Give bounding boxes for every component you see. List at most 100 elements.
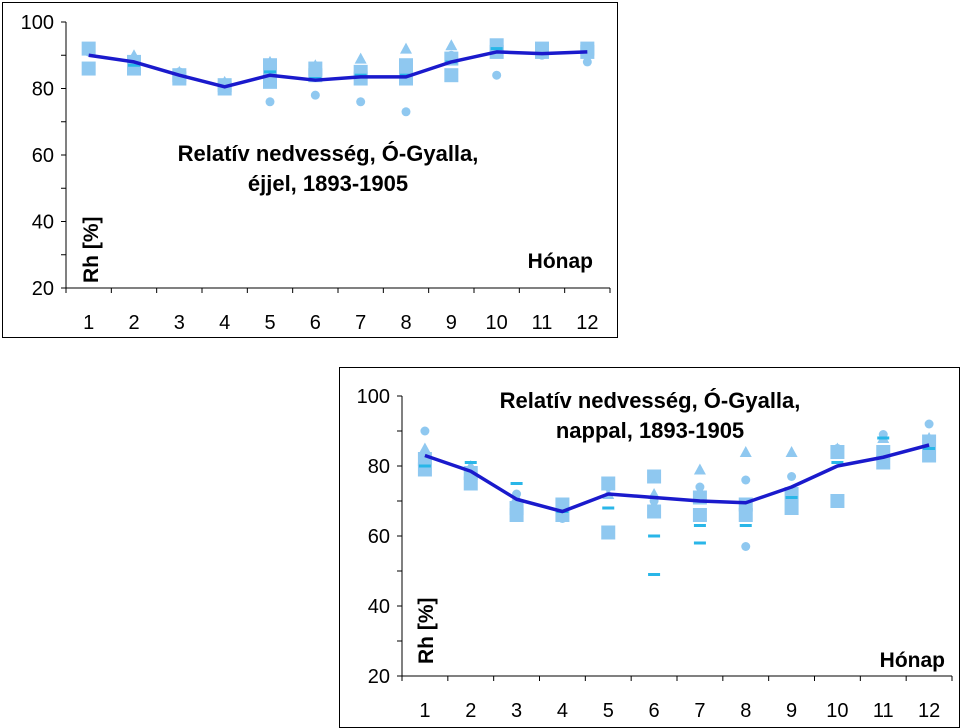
day-triangle-marker [556, 498, 569, 510]
night-x-tick-label: 12 [576, 312, 598, 334]
night-square-marker [263, 74, 277, 89]
day-square-marker [738, 508, 753, 522]
day-y-tick-label: 60 [368, 526, 390, 548]
day-title-line: nappal, 1893-1905 [556, 418, 744, 443]
day-square-marker [692, 508, 707, 522]
day-circle-marker [741, 475, 751, 485]
night-square-marker [81, 61, 96, 76]
day-y-axis-label: Rh [%] [415, 598, 438, 665]
day-y-tick-label: 20 [368, 666, 390, 688]
night-x-tick-label: 6 [310, 312, 321, 334]
day-circle-marker [420, 426, 430, 436]
day-square-marker [784, 501, 799, 515]
night-triangle-marker [128, 49, 140, 61]
night-circle-marker [401, 107, 411, 117]
day-dash-marker [923, 447, 936, 450]
night-y-tick-label: 80 [32, 79, 54, 101]
night-x-tick-label: 5 [264, 312, 275, 334]
day-y-tick-label: 40 [368, 596, 390, 618]
day-x-tick-label: 1 [419, 700, 430, 722]
night-x-tick-label: 4 [219, 312, 230, 334]
night-triangle-marker [445, 39, 458, 51]
night-dash-marker [128, 63, 140, 67]
day-x-tick-label: 7 [694, 700, 705, 722]
day-triangle-marker [923, 432, 936, 443]
night-triangle-marker [354, 52, 367, 64]
night-x-tick-label: 1 [83, 312, 94, 334]
day-x-tick-label: 12 [918, 700, 940, 722]
day-dash-marker [510, 482, 523, 485]
day-dash-marker [693, 524, 706, 527]
day-square-marker [601, 525, 616, 540]
day-dash-marker [648, 573, 661, 576]
day-x-tick-label: 5 [603, 700, 614, 722]
day-dash-marker [877, 436, 890, 440]
night-triangle-marker [82, 42, 95, 54]
day-circle-marker [741, 542, 751, 551]
night-dash-marker [264, 70, 276, 74]
day-dash-marker [648, 534, 661, 538]
day-x-tick-label: 10 [826, 700, 848, 722]
day-dash-marker [693, 541, 706, 545]
night-square-marker [444, 68, 459, 83]
day-circle-marker [695, 482, 705, 492]
night-y-tick-label: 100 [21, 12, 54, 34]
chart-night: 20 40 60 80 100 1 2 3 4 5 6 7 8 9 10 11 12 Relatív nedves… [2, 2, 618, 338]
night-triangle-marker [536, 42, 548, 54]
day-x-tick-label: 6 [649, 700, 660, 722]
night-x-tick-label: 8 [400, 312, 411, 334]
day-triangle-marker [785, 446, 798, 457]
day-circle-marker [787, 472, 797, 481]
night-circle-marker [582, 57, 592, 67]
day-x-tick-label: 4 [557, 700, 568, 722]
day-x-tick-label: 3 [511, 700, 522, 722]
day-circle-marker [924, 419, 934, 429]
night-dash-marker [490, 47, 503, 51]
night-y-tick-label: 40 [32, 212, 54, 234]
night-circle-marker [265, 97, 275, 107]
night-circle-marker [446, 50, 456, 60]
day-title-line: Relatív nedvesség, Ó-Gyalla, [500, 388, 801, 413]
day-x-tick-label: 11 [873, 700, 894, 722]
day-circle-marker [603, 482, 613, 492]
day-triangle-marker [418, 442, 431, 454]
night-square-marker [399, 58, 413, 73]
night-y-tick-label: 20 [32, 278, 54, 300]
day-x-tick-label: 2 [465, 700, 476, 722]
night-x-tick-label: 9 [446, 312, 457, 334]
night-circle-marker [356, 97, 366, 107]
day-triangle-marker [831, 442, 844, 454]
night-triangle-marker [218, 75, 231, 87]
day-square-marker [647, 504, 662, 519]
day-dash-marker [785, 496, 798, 499]
day-dash-marker [418, 464, 431, 468]
day-triangle-marker [464, 460, 477, 471]
day-square-marker [830, 494, 845, 508]
day-x-axis-label: Hónap [880, 649, 945, 672]
night-title-line: Relatív nedvesség, Ó-Gyalla, [178, 141, 479, 166]
chart-day: 20 40 60 80 100 1 2 3 4 5 6 7 8 9 10 11 12 Relatív nedves… [339, 367, 960, 728]
night-mean-line [88, 50, 588, 89]
day-x-tick-label: 9 [786, 700, 797, 722]
day-dash-marker [739, 524, 752, 527]
day-circle-marker [557, 514, 567, 523]
night-x-tick-label: 11 [532, 312, 553, 334]
day-dash-marker [602, 506, 615, 510]
night-triangle-marker [264, 55, 276, 67]
night-title-line: éjjel, 1893-1905 [248, 171, 408, 196]
night-x-tick-label: 7 [355, 312, 366, 334]
night-triangle-marker [400, 42, 412, 54]
night-circle-marker [492, 70, 502, 80]
day-square-marker [647, 469, 662, 484]
day-triangle-marker [739, 446, 752, 457]
day-triangle-marker [693, 463, 706, 475]
night-y-axis-label: Rh [%] [80, 217, 103, 284]
day-y-tick-label: 80 [368, 456, 390, 478]
night-triangle-marker [309, 59, 322, 71]
night-circle-marker [310, 90, 320, 100]
day-square-marker [922, 448, 937, 463]
night-x-tick-label: 3 [174, 312, 185, 334]
night-x-tick-label: 10 [486, 312, 508, 334]
